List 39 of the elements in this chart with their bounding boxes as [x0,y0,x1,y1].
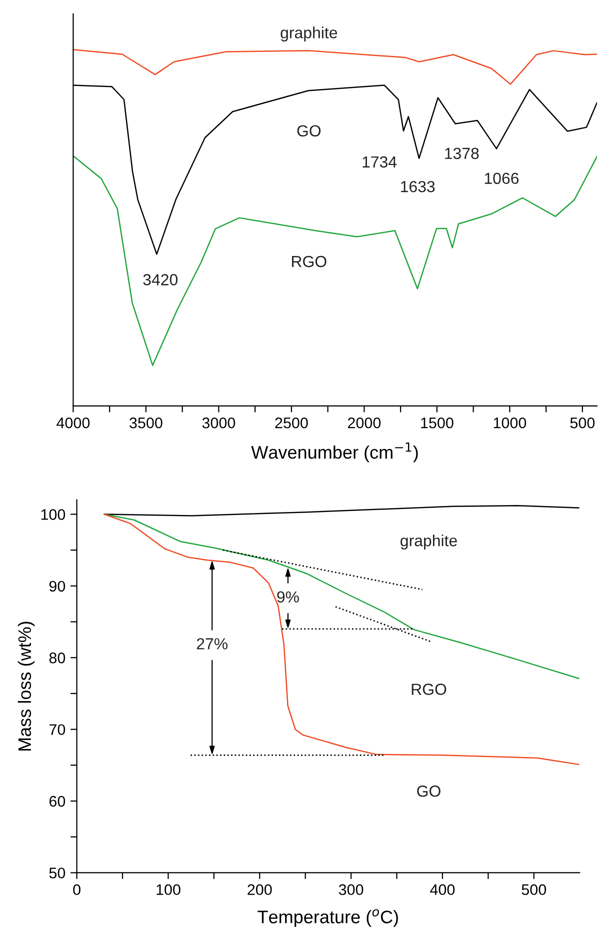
series-label: graphite [280,26,338,42]
annotation: 9% [277,591,299,603]
line-series [104,514,580,680]
annotation: 3420 [143,274,178,286]
x-tick-label: 3500 [130,417,162,428]
x-tick-label: 400 [430,884,455,896]
annotation: 1378 [445,148,479,160]
x-tick-label: 300 [338,884,364,896]
y-tick-label: 70 [49,724,66,736]
x-tick-label: 200 [248,884,272,896]
x-axis-title: Wavenumber (cm$^{−1}$) [251,442,418,462]
y-tick-label: 80 [49,652,66,664]
x-tick-label: 500 [570,417,595,428]
x-tick-label: 3000 [202,417,236,428]
y-tick-label: 50 [49,868,66,878]
annotation: 1734 [362,156,397,168]
series-label: GO [297,125,321,137]
x-tick-label: 1500 [421,417,454,428]
line-series [104,505,580,516]
series-label: graphite [400,534,457,550]
y-tick-label: 100 [41,509,66,520]
x-tick-label: 1000 [494,417,526,428]
x-tick-label: 100 [156,884,180,896]
x-tick-label: 0 [73,884,80,896]
line-series [104,514,580,766]
series-label: RGO [292,256,326,268]
x-tick-label: 500 [522,884,546,896]
annotation: 27% [196,638,228,650]
y-tick-label: 90 [49,580,66,592]
text: RGO [412,684,446,695]
y-tick-label: 60 [49,796,66,807]
x-tick-label: 2500 [275,417,308,428]
series-label: GO [417,785,440,797]
annotation: 1633 [401,180,435,192]
x-axis-title: Temperature ($^{o}$C) [258,909,398,927]
annotation: 1066 [484,172,519,184]
x-tick-label: 2000 [348,417,381,428]
y-axis-title: Mass loss (wt%) [18,622,35,751]
x-tick-label: 4000 [56,417,90,428]
